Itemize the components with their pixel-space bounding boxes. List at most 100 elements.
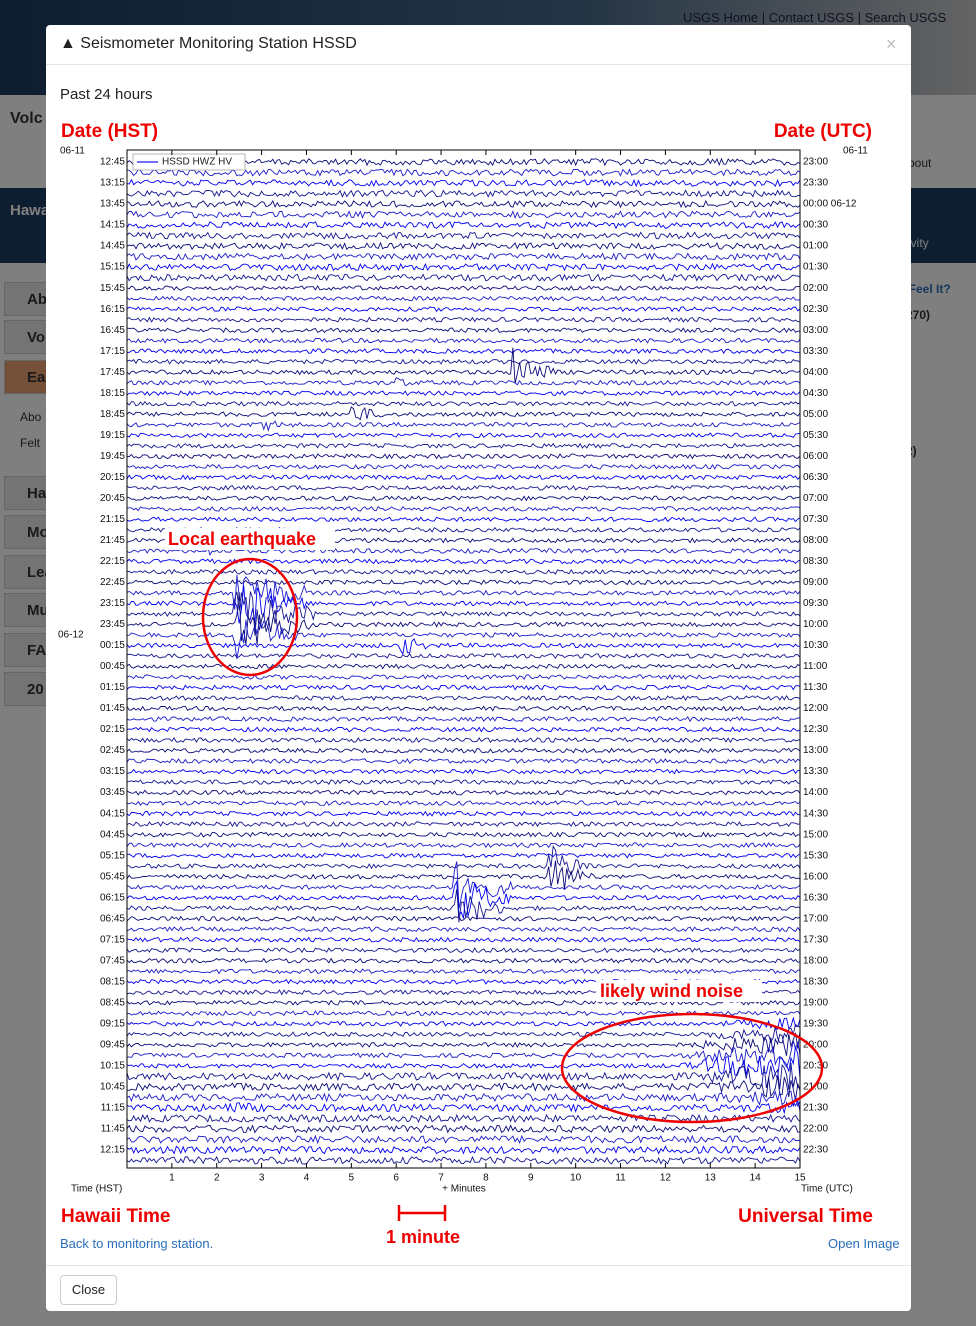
trace: [127, 295, 800, 302]
trace: [127, 189, 800, 198]
right-time-label: 12:00: [803, 703, 828, 714]
x-tick-label: 1: [169, 1173, 175, 1184]
plot-frame: [126, 149, 801, 1169]
trace: [127, 663, 800, 670]
left-time-label: 01:15: [100, 682, 125, 693]
trace: [127, 736, 800, 744]
trace: [127, 337, 800, 344]
open-link[interactable]: Open Image: [828, 1236, 900, 1251]
x-label: + Minutes: [442, 1184, 486, 1195]
trace: [127, 673, 800, 681]
trace: [127, 168, 800, 177]
right-time-label: 16:30: [803, 892, 828, 903]
right-time-label: 05:30: [803, 430, 828, 441]
trace: [127, 442, 800, 449]
left-time-label: 08:15: [100, 976, 125, 987]
trace: [127, 726, 800, 733]
right-time-label: 07:30: [803, 514, 828, 525]
right-time-label: 05:00: [803, 409, 828, 420]
left-time-label: 09:45: [100, 1039, 125, 1050]
left-time-label: 10:45: [100, 1082, 125, 1093]
left-time-label: 03:45: [100, 787, 125, 798]
left-time-label: 02:15: [100, 724, 125, 735]
earthquake-label: Local earthquake: [168, 529, 316, 549]
trace: [127, 474, 800, 481]
left-time-label: 10:15: [100, 1061, 125, 1072]
trace: [127, 592, 800, 646]
right-time-label: 08:00: [803, 535, 828, 546]
left-time-label: 00:45: [100, 661, 125, 672]
left-time-label: 03:15: [100, 766, 125, 777]
trace: [127, 789, 800, 796]
trace: [127, 1010, 800, 1017]
trace: [127, 879, 800, 919]
trace: [127, 568, 800, 575]
left-time-label: 19:45: [100, 451, 125, 462]
right-time-label: 23:00: [803, 157, 828, 168]
right-time-label: 19:00: [803, 997, 828, 1008]
trace: [127, 1134, 800, 1145]
left-time-label: 01:45: [100, 703, 125, 714]
left-time-label: 06:45: [100, 913, 125, 924]
trace: [127, 390, 800, 397]
x-tick-label: 11: [615, 1173, 626, 1184]
trace: [127, 779, 800, 786]
left-time-label: 18:15: [100, 388, 125, 399]
back-link[interactable]: Back to monitoring station.: [60, 1236, 214, 1251]
right-time-label: 18:30: [803, 976, 828, 987]
scale-label: 1 minute: [386, 1227, 460, 1247]
hawaii-label: Hawaii Time: [61, 1206, 170, 1227]
trace: [127, 400, 800, 407]
right-time-label: 23:30: [803, 178, 828, 189]
x-tick-label: 9: [528, 1173, 534, 1184]
close-x[interactable]: ×: [886, 34, 897, 54]
trace: [127, 852, 800, 859]
trace: [127, 684, 800, 691]
left-time-label: 07:15: [100, 934, 125, 945]
trace: [127, 1046, 800, 1081]
right-time-label: 07:00: [803, 493, 828, 504]
left-time-label: 16:45: [100, 325, 125, 336]
left-axis-label: Time (HST): [71, 1184, 122, 1195]
left-time-label: 13:45: [100, 199, 125, 210]
left-time-label: 23:15: [100, 598, 125, 609]
trace: [127, 252, 800, 261]
left-time-label: 16:15: [100, 304, 125, 315]
left-time-label: 02:45: [100, 745, 125, 756]
left-time-label: 13:15: [100, 178, 125, 189]
annot-bg: [596, 980, 762, 1002]
left-time-label: 08:45: [100, 997, 125, 1008]
left-time-label: 00:15: [100, 640, 125, 651]
right-time-label: 02:00: [803, 283, 828, 294]
trace: [127, 558, 800, 565]
right-time-label: 09:00: [803, 577, 828, 588]
trace: [127, 505, 800, 512]
x-tick-label: 5: [349, 1173, 355, 1184]
trace: [127, 463, 800, 470]
trace: [127, 516, 800, 523]
right-time-label: 14:30: [803, 808, 828, 819]
right-time-label: 13:30: [803, 766, 828, 777]
right-time-label: 22:30: [803, 1145, 828, 1156]
close-button[interactable]: Close: [60, 1275, 117, 1305]
left-time-label: 20:15: [100, 472, 125, 483]
right-time-label: 18:00: [803, 955, 828, 966]
right-time-label: 15:00: [803, 829, 828, 840]
trace: [127, 926, 800, 933]
scale-bar: [397, 1205, 447, 1221]
trace: [127, 591, 800, 636]
x-tick-label: 15: [794, 1173, 806, 1184]
left-mid-date: 06-12: [58, 630, 84, 641]
left-time-label: 17:15: [100, 346, 125, 357]
trace: [127, 968, 800, 975]
trace: [127, 221, 800, 230]
trace: [127, 1099, 800, 1115]
right-time-label: 22:00: [803, 1124, 828, 1135]
trace: [127, 1062, 800, 1090]
trace: [127, 406, 800, 421]
right-time-label: 17:30: [803, 934, 828, 945]
modal-header: [46, 25, 911, 65]
trace: [127, 638, 800, 656]
left-time-label: 17:45: [100, 367, 125, 378]
